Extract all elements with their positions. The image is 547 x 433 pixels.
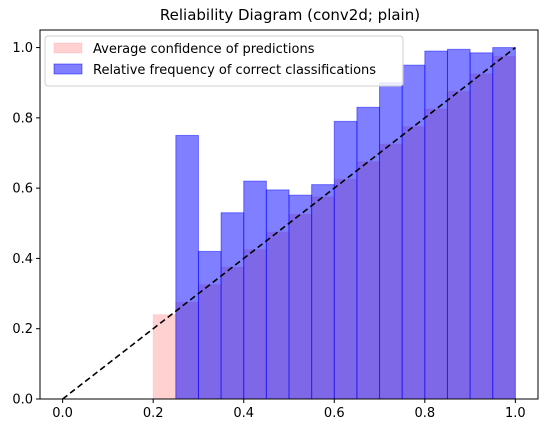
accuracy-bar-3 [220, 212, 245, 400]
y-tick-label: 0.0 [12, 393, 33, 408]
x-tick-label: 0.6 [324, 406, 345, 421]
accuracy-bar-9 [356, 106, 381, 400]
accuracy-bar-7 [311, 184, 335, 400]
y-tick-label: 0.4 [12, 252, 33, 267]
legend: Average confidence of predictions Relativ… [44, 35, 404, 87]
perfect-calibration-line [62, 46, 516, 400]
confidence-bar-0 [152, 314, 177, 400]
accuracy-bar-11 [401, 64, 426, 400]
legend-label: Average confidence of predictions [93, 42, 315, 57]
accuracy-bar-14 [469, 52, 494, 400]
chart-title: Reliability Diagram (conv2d; plain) [160, 6, 420, 24]
accuracy-bar-8 [333, 120, 358, 400]
legend-swatch [53, 42, 83, 54]
x-tick-label: 0.0 [52, 406, 73, 421]
accuracy-bar-10 [379, 82, 403, 400]
y-tick-label: 0.2 [12, 322, 33, 337]
x-tick-label: 0.8 [414, 406, 435, 421]
axes: 0.0 0.2 0.4 0.6 0.8 1.0 0.0 0.2 0.4 0.6 0.8 1.0 [12, 29, 539, 421]
x-tick-label: 0.2 [143, 406, 164, 421]
legend-box [44, 35, 404, 87]
plot-frame [39, 29, 539, 400]
legend-swatch [53, 63, 83, 75]
x-tick-label: 0.4 [233, 406, 254, 421]
y-tick-label: 0.6 [12, 182, 33, 197]
accuracy-bar-4 [243, 180, 267, 400]
accuracy-bar-2 [197, 250, 222, 400]
accuracy-bar-5 [265, 189, 290, 400]
y-tick-label: 1.0 [12, 41, 33, 56]
x-tick-label: 1.0 [505, 406, 526, 421]
accuracy-bar-12 [424, 50, 448, 400]
plot-area [62, 46, 516, 400]
accuracy-bar-1 [175, 134, 199, 400]
accuracy-bar-6 [288, 194, 313, 400]
accuracy-bar-13 [446, 48, 471, 400]
y-tick-label: 0.8 [12, 111, 33, 126]
legend-label: Relative frequency of correct classifica… [93, 63, 376, 78]
accuracy-bar-15 [492, 47, 516, 400]
